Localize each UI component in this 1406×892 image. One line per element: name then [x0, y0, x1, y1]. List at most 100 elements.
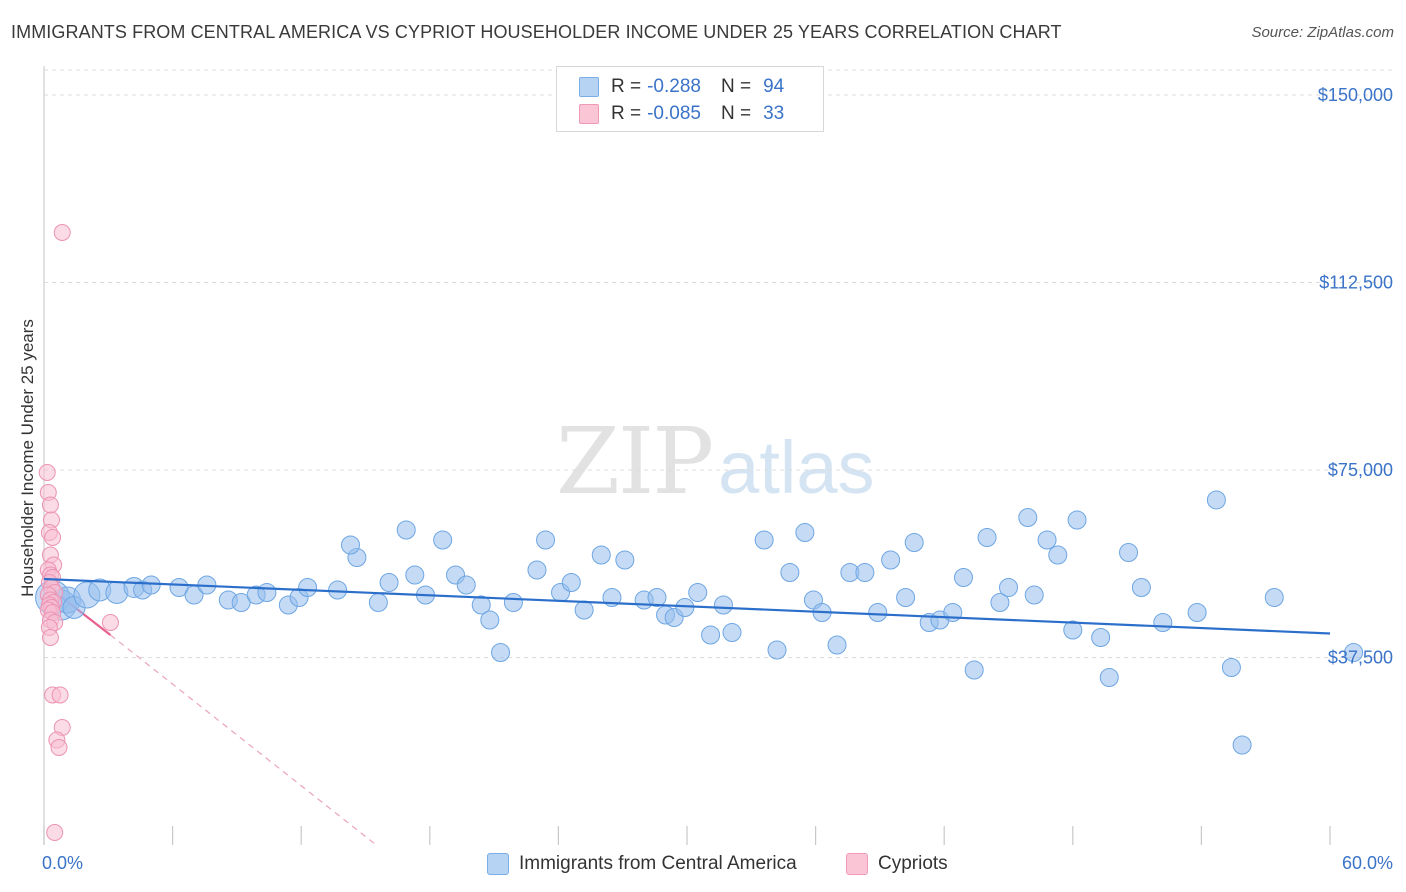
- series-label-central-america: Immigrants from Central America: [519, 853, 797, 874]
- central-america-point: [647, 588, 667, 607]
- central-america-point: [827, 635, 847, 655]
- central-america-point: [574, 600, 594, 620]
- central-america-point: [1232, 735, 1252, 755]
- central-america-point: [1264, 588, 1284, 607]
- central-america-point: [722, 623, 742, 642]
- cypriots-point: [101, 614, 119, 631]
- central-america-point: [1099, 668, 1119, 687]
- central-america-point: [780, 563, 800, 582]
- central-america-point: [999, 578, 1018, 597]
- central-america-point: [688, 583, 708, 602]
- y-tick-label: $75,000: [1328, 460, 1393, 480]
- central-america-point: [1067, 510, 1087, 530]
- legend-row-central-america: R = -0.288 N = 94: [579, 73, 784, 101]
- chart-title: IMMIGRANTS FROM CENTRAL AMERICA VS CYPRI…: [11, 22, 1062, 42]
- central-america-point: [615, 550, 635, 570]
- source-credit: Source: ZipAtlas.com: [1251, 24, 1394, 41]
- central-america-point: [396, 520, 416, 540]
- central-america-point: [405, 565, 425, 585]
- central-america-point: [503, 593, 523, 612]
- central-america-point: [868, 603, 888, 622]
- central-america-point: [491, 643, 511, 662]
- series-swatch-pink: [846, 853, 868, 875]
- central-america-point: [1091, 628, 1111, 647]
- watermark-atlas: atlas: [718, 426, 875, 509]
- central-america-point: [881, 550, 901, 570]
- cypriots-trend-extension: [110, 634, 377, 846]
- y-tick-label: $112,500: [1319, 273, 1393, 293]
- central-america-point: [1153, 613, 1173, 632]
- central-america-point: [1119, 543, 1139, 562]
- central-america-point: [1187, 603, 1207, 622]
- cypriots-trend: [43, 582, 377, 846]
- cypriots-point: [51, 686, 69, 704]
- central-america-point: [456, 575, 476, 595]
- series-label-cypriots: Cypriots: [878, 853, 948, 874]
- central-america-trend-line: [43, 577, 1331, 635]
- central-america-point: [1344, 643, 1364, 662]
- axes: [43, 66, 1331, 845]
- central-america-point: [795, 523, 815, 542]
- central-america-point: [433, 530, 453, 550]
- legend-swatch-pink: [579, 104, 599, 124]
- series-legend-central-america: Immigrants from Central America: [487, 850, 797, 878]
- central-america-point: [257, 583, 277, 602]
- series-swatch-blue: [487, 853, 509, 875]
- central-america-point: [1048, 545, 1068, 565]
- central-america-point: [471, 595, 491, 615]
- central-america-point: [379, 573, 399, 592]
- central-america-point: [713, 595, 733, 615]
- cypriots-point: [38, 464, 56, 481]
- central-america-point: [1131, 578, 1151, 597]
- correlation-legend: R = -0.288 N = 94 R = -0.085 N = 33: [556, 66, 824, 132]
- central-america-points: [35, 490, 1364, 755]
- central-america-point: [754, 530, 774, 550]
- central-america-point: [480, 610, 500, 630]
- cypriots-point: [41, 629, 59, 646]
- central-america-point: [527, 560, 547, 580]
- cypriots-point: [50, 739, 68, 756]
- series-legend-cypriots: Cypriots: [846, 850, 948, 878]
- central-america-point: [298, 578, 318, 597]
- central-america-point: [231, 593, 251, 612]
- central-america-point: [964, 660, 984, 680]
- legend-row-cypriots: R = -0.085 N = 33: [579, 100, 784, 128]
- central-america-point: [904, 533, 924, 552]
- central-america-point: [990, 593, 1010, 612]
- central-america-point: [953, 568, 973, 587]
- central-america-point: [591, 545, 611, 565]
- gridlines: [44, 69, 1392, 658]
- y-tick-label: $37,500: [1328, 648, 1393, 668]
- central-america-point: [561, 573, 581, 592]
- central-america-point: [855, 563, 875, 582]
- x-tick-label-min: 0.0%: [42, 853, 83, 873]
- legend-swatch-blue: [579, 77, 599, 97]
- central-america-point: [1221, 658, 1241, 677]
- central-america-point: [767, 640, 787, 660]
- central-america-point: [1063, 620, 1083, 640]
- cypriots-point: [41, 496, 59, 514]
- legend-r-label: R =: [611, 76, 642, 97]
- legend-r-value: -0.085: [647, 103, 701, 124]
- central-america-point: [169, 578, 189, 597]
- watermark-zip: ZIP: [556, 408, 714, 515]
- central-america-point: [368, 593, 388, 612]
- central-america-point: [1024, 585, 1044, 605]
- y-axis-label: Householder Income Under 25 years: [18, 319, 37, 597]
- central-america-point: [701, 625, 721, 645]
- cypriots-point: [53, 224, 71, 241]
- central-america-point: [977, 528, 997, 547]
- central-america-point: [340, 535, 360, 555]
- legend-r-label: R =: [611, 103, 642, 124]
- central-america-point: [1206, 490, 1226, 510]
- x-tick-label-max: 60.0%: [1342, 853, 1393, 873]
- cypriots-point: [46, 824, 64, 841]
- watermark: ZIPatlas: [556, 408, 874, 515]
- legend-n-value: 33: [763, 103, 785, 124]
- central-america-point: [1037, 530, 1057, 550]
- central-america-point: [536, 530, 556, 550]
- legend-n-label: N =: [720, 103, 752, 124]
- cypriots-point: [44, 529, 62, 546]
- central-america-point: [896, 588, 916, 607]
